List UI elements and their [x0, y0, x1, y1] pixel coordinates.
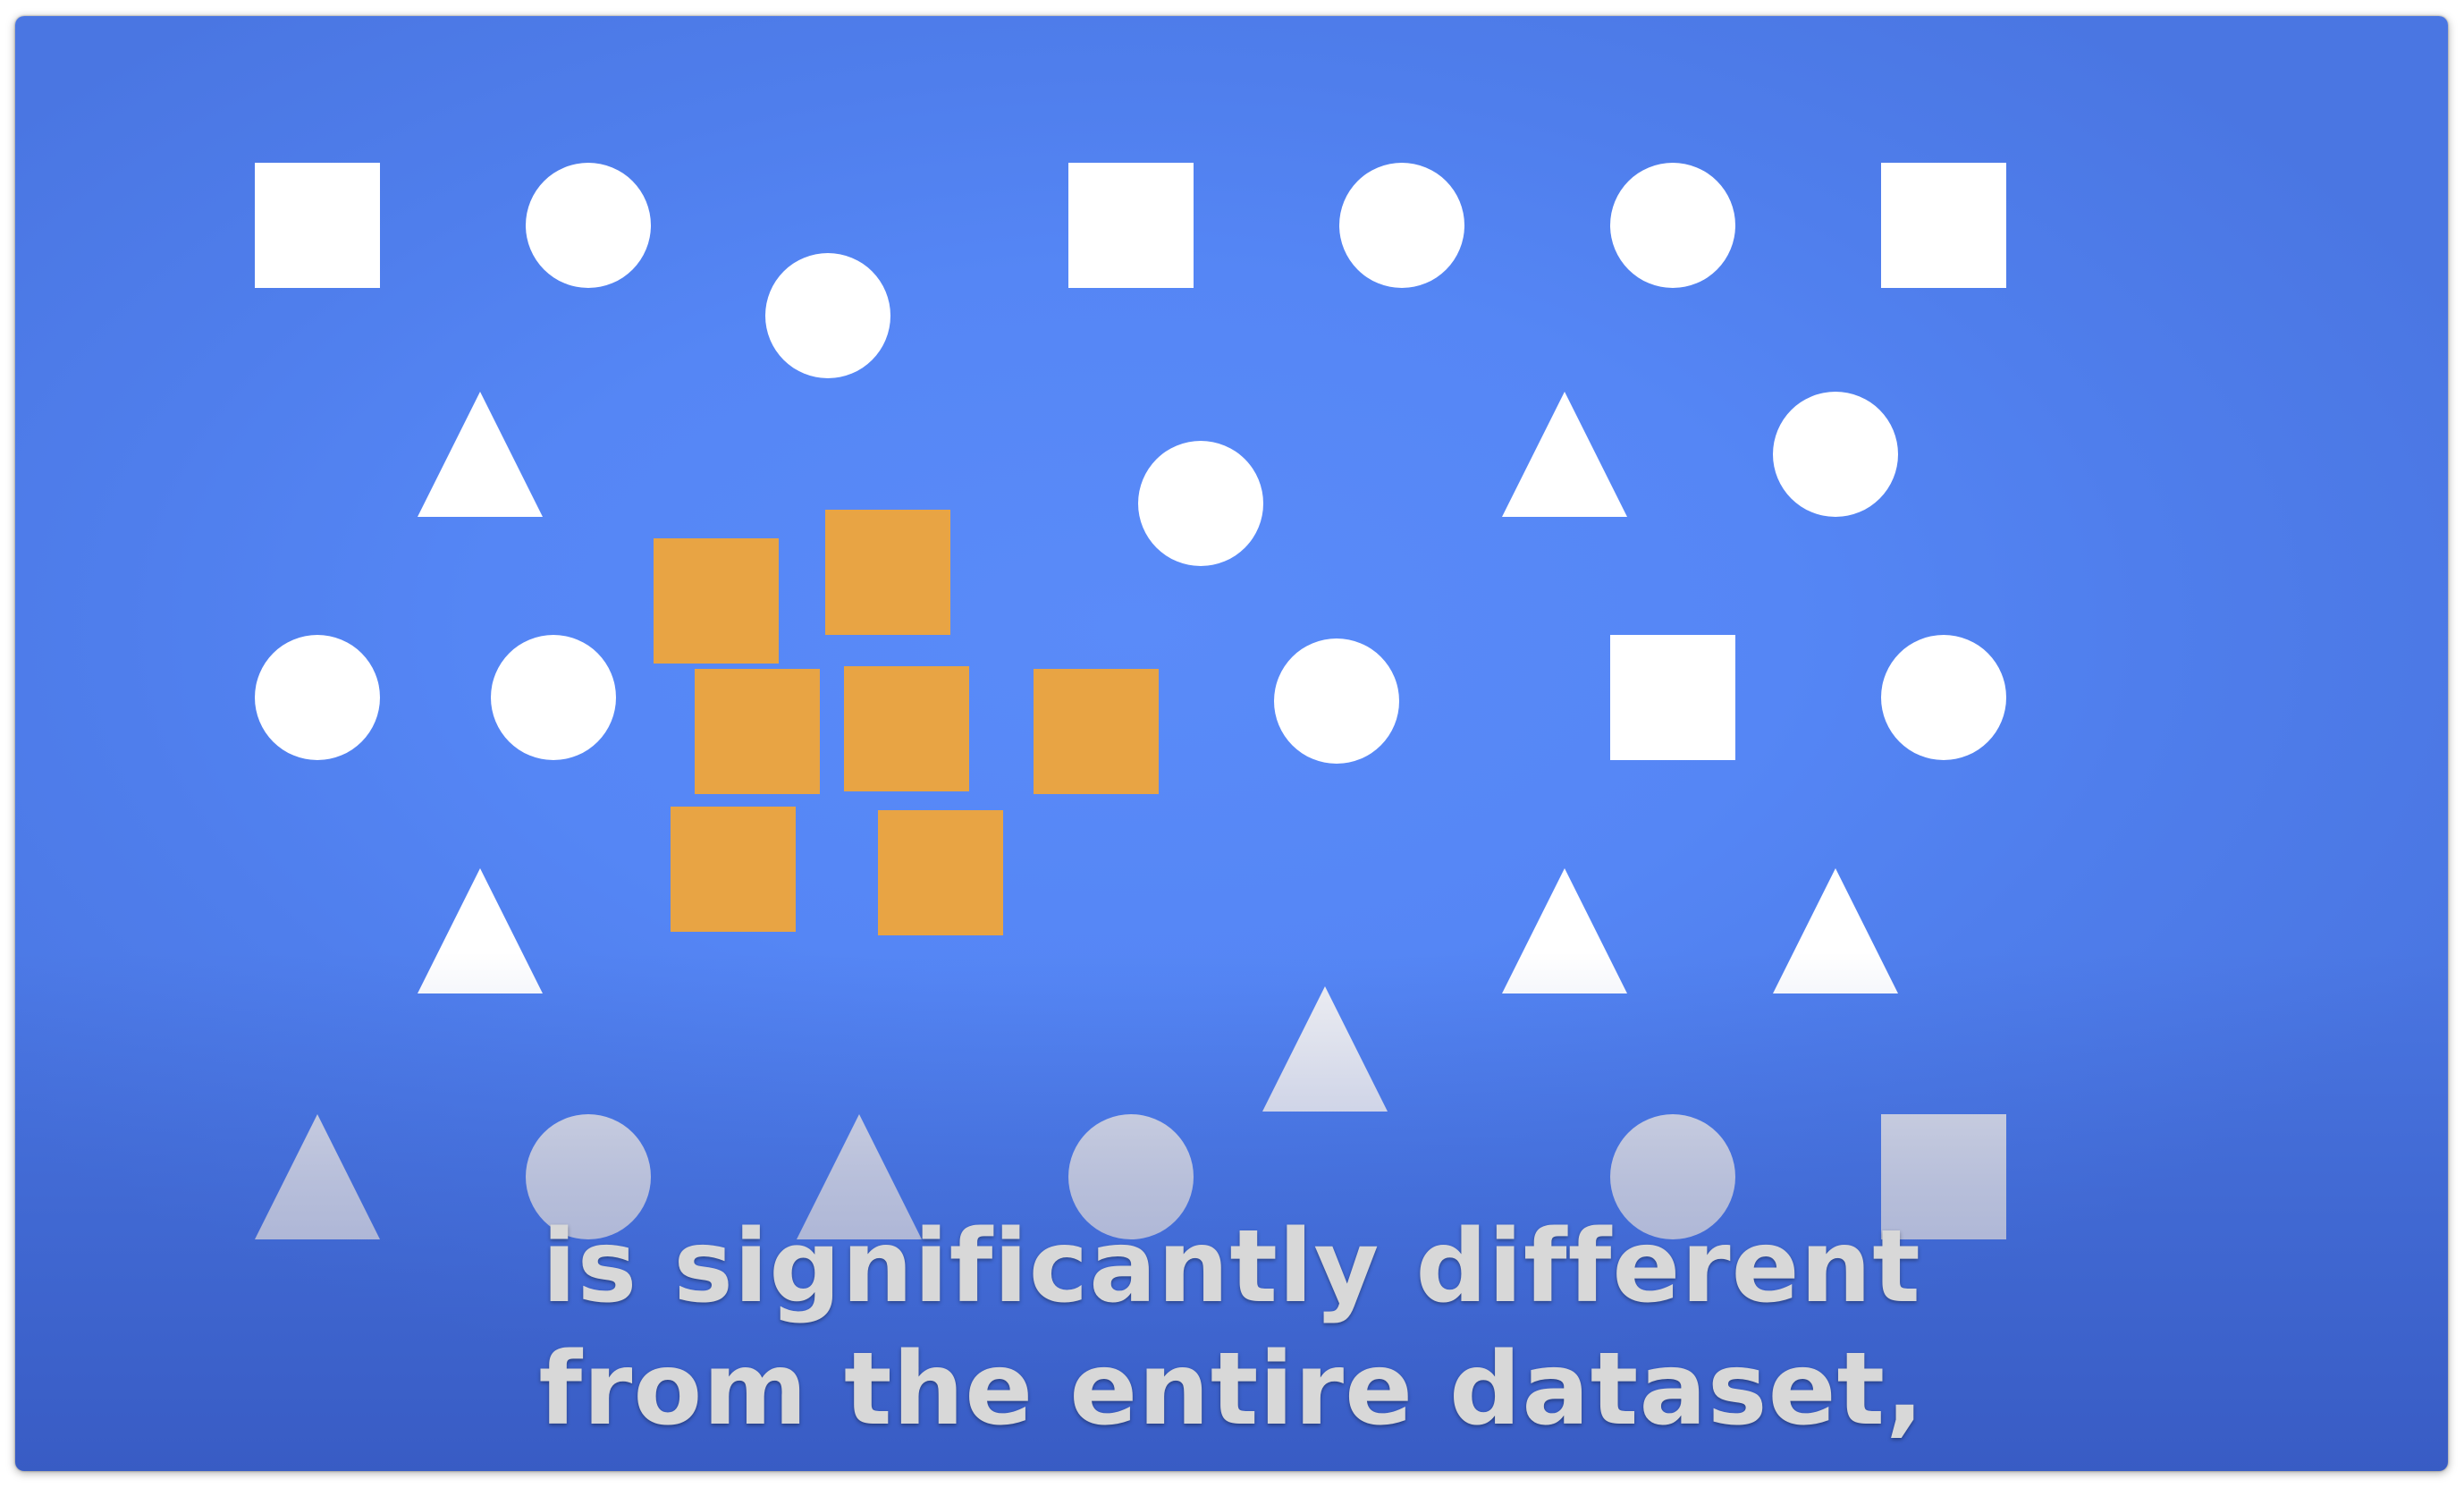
circle-icon [491, 635, 616, 760]
circle-icon [1274, 638, 1399, 764]
circle-icon [765, 253, 890, 378]
highlighted-square-icon [825, 510, 950, 635]
circle-icon [526, 1114, 651, 1239]
square-icon [1610, 635, 1735, 760]
circle-icon [1773, 392, 1898, 517]
circle-icon [1610, 163, 1735, 288]
subtitle-line-2: from the entire dataset, [538, 1332, 1925, 1448]
square-icon [1068, 163, 1194, 288]
triangle-icon [1502, 392, 1627, 517]
highlighted-square-icon [1034, 669, 1159, 794]
triangle-icon [797, 1114, 922, 1239]
triangle-icon [1502, 868, 1627, 993]
highlighted-square-icon [654, 538, 779, 664]
triangle-icon [418, 392, 543, 517]
circle-icon [1068, 1114, 1194, 1239]
circle-icon [255, 635, 380, 760]
highlighted-square-icon [878, 810, 1003, 935]
circle-icon [526, 163, 651, 288]
subtitle-line-1: is significantly different [542, 1209, 1921, 1325]
triangle-icon [1262, 986, 1388, 1112]
circle-icon [1138, 441, 1263, 566]
triangle-icon [1773, 868, 1898, 993]
circle-icon [1881, 635, 2006, 760]
video-frame[interactable]: is significantly different from the enti… [15, 16, 2448, 1471]
circle-icon [1610, 1114, 1735, 1239]
square-icon [255, 163, 380, 288]
circle-icon [1339, 163, 1464, 288]
square-icon [1881, 163, 2006, 288]
square-icon [1881, 1114, 2006, 1239]
triangle-icon [255, 1114, 380, 1239]
highlighted-square-icon [844, 666, 969, 791]
highlighted-square-icon [695, 669, 820, 794]
highlighted-square-icon [671, 807, 796, 932]
triangle-icon [418, 868, 543, 993]
